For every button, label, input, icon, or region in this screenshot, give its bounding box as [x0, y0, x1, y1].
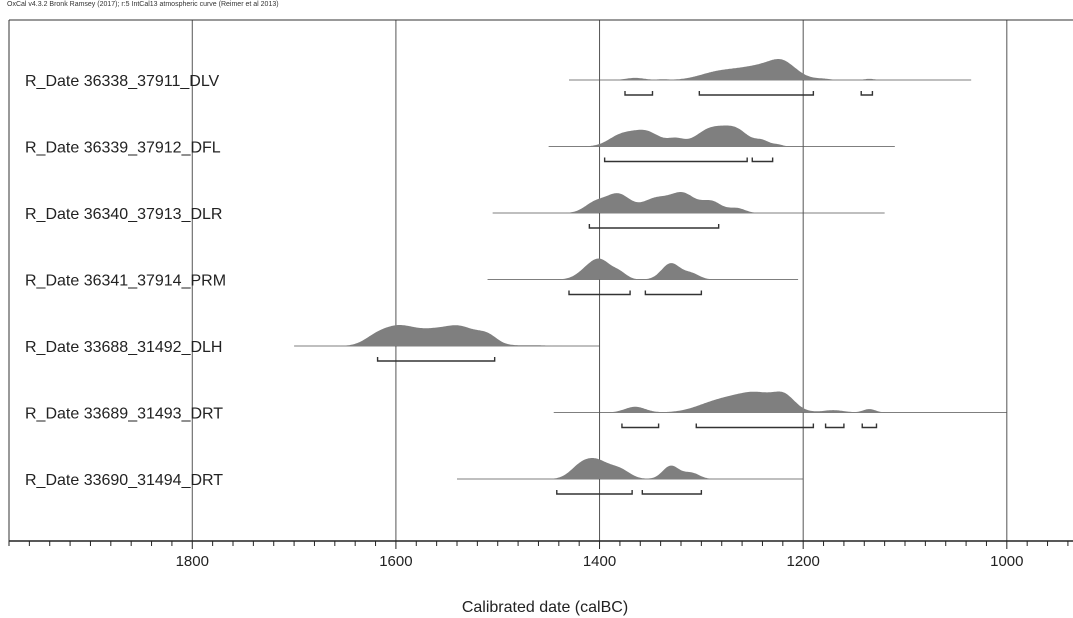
range-bracket-95 [568, 290, 631, 296]
range-bracket-95 [751, 157, 774, 163]
probability-distribution [492, 192, 885, 213]
chart-header-text: OxCal v4.3.2 Bronk Ramsey (2017); r:5 In… [7, 1, 279, 8]
range-bracket-95 [824, 423, 845, 429]
series-row: R_Date 36341_37914_PRM [25, 258, 799, 296]
probability-distribution [548, 125, 895, 147]
x-tick-label: 1400 [583, 553, 616, 570]
grid-layer [191, 20, 1008, 541]
range-bracket-95 [621, 423, 660, 429]
series-row: R_Date 36339_37912_DFL [25, 125, 895, 163]
x-tick-label: 1600 [379, 553, 412, 570]
x-tick-label: 1000 [990, 553, 1023, 570]
series-row: R_Date 36338_37911_DLV [25, 59, 972, 96]
range-bracket-95 [624, 91, 654, 96]
range-bracket-95 [556, 490, 633, 495]
series-label: R_Date 36339_37912_DFL [25, 140, 221, 157]
series-label: R_Date 36338_37911_DLV [25, 73, 220, 90]
range-bracket-95 [861, 423, 878, 429]
range-bracket-95 [698, 91, 815, 96]
series-label: R_Date 33689_31493_DRT [25, 406, 223, 423]
x-tick-label: 1200 [786, 553, 819, 570]
series-label: R_Date 36341_37914_PRM [25, 273, 226, 290]
plot-frame [8, 19, 1073, 542]
x-tick-label: 1800 [176, 553, 209, 570]
series-row: R_Date 33689_31493_DRT [25, 391, 1007, 429]
series-row: R_Date 36340_37913_DLR [25, 192, 885, 229]
range-bracket-95 [603, 157, 748, 163]
probability-distribution [457, 458, 804, 479]
series-label: R_Date 33688_31492_DLH [25, 339, 222, 356]
probability-distribution [553, 391, 1007, 413]
probability-distribution [487, 258, 799, 280]
x-axis: 1800 1600 1400 1200 1000 [8, 541, 1069, 570]
probability-distribution [294, 325, 600, 346]
range-bracket-95 [588, 224, 720, 229]
range-bracket-95 [860, 91, 874, 96]
range-bracket-95 [644, 290, 703, 296]
series-row: R_Date 33690_31494_DRT [25, 458, 804, 495]
probability-distribution [569, 59, 972, 80]
range-bracket-95 [695, 423, 815, 429]
series-label: R_Date 36340_37913_DLR [25, 206, 222, 223]
x-axis-title: Calibrated date (calBC) [462, 599, 628, 616]
range-bracket-95 [641, 490, 703, 495]
series-label: R_Date 33690_31494_DRT [25, 472, 223, 489]
series-row: R_Date 33688_31492_DLH [25, 325, 600, 362]
range-bracket-95 [376, 357, 496, 362]
series-layer: R_Date 36338_37911_DLV R_Date 36339_37912… [25, 59, 1007, 495]
